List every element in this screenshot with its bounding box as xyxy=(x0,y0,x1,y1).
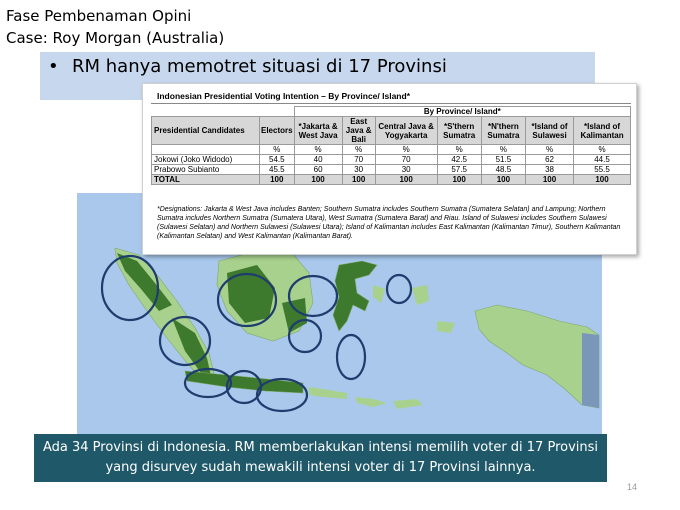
table-row: Prabowo Subianto 45.5 60 30 30 57.5 48.5… xyxy=(151,164,631,175)
table-footnote: *Designations: Jakarta & West Java inclu… xyxy=(157,206,621,240)
voting-intention-table: By Province/ Island* Presidential Candid… xyxy=(151,106,632,185)
highlight-circle xyxy=(158,315,212,367)
voting-intention-table-card: Indonesian Presidential Voting Intention… xyxy=(142,83,637,255)
table-cell: 60 xyxy=(293,164,343,175)
highlight-circle xyxy=(385,273,413,305)
table-cell: 45.5 xyxy=(259,164,295,175)
highlight-circle xyxy=(255,377,309,413)
table-cell: 100 xyxy=(341,174,376,185)
column-header: East Java & Bali xyxy=(341,116,376,145)
highlight-circle xyxy=(183,367,233,399)
table-cell: 57.5 xyxy=(436,164,482,175)
column-header-row: Presidential Candidates Electors *Jakart… xyxy=(151,116,631,145)
total-row: TOTAL 100 100 100 100 100 100 100 100 xyxy=(151,174,631,185)
bullet-icon: • xyxy=(48,56,59,77)
unit-cell: % xyxy=(573,144,631,155)
table-cell: 100 xyxy=(374,174,438,185)
table-cell: 30 xyxy=(374,164,438,175)
bullet-text: RM hanya memotret situasi di 17 Provinsi xyxy=(72,56,447,77)
column-header: *Island of Sulawesi xyxy=(525,116,575,145)
column-header: Presidential Candidates xyxy=(151,116,260,145)
highlight-circle xyxy=(335,333,367,381)
table-cell: 70 xyxy=(374,154,438,165)
column-header: *Jakarta & West Java xyxy=(293,116,343,145)
highlight-circle xyxy=(287,318,323,354)
highlight-circle xyxy=(216,272,278,328)
unit-cell: % xyxy=(480,144,527,155)
table-cell: 54.5 xyxy=(259,154,295,165)
table-cell: Jokowi (Joko Widodo) xyxy=(151,154,260,165)
table-cell: Prabowo Subianto xyxy=(151,164,260,175)
unit-cell: % xyxy=(259,144,295,155)
column-header: *N'thern Sumatra xyxy=(480,116,527,145)
column-header: Electors xyxy=(259,116,295,145)
table-cell: 55.5 xyxy=(573,164,631,175)
table-row: Jokowi (Joko Widodo) 54.5 40 70 70 42.5 … xyxy=(151,154,631,165)
table-cell: 48.5 xyxy=(480,164,527,175)
table-cell: 100 xyxy=(293,174,343,185)
page-number: 14 xyxy=(627,482,638,492)
highlight-circles xyxy=(100,254,413,413)
caption-box: Ada 34 Provinsi di Indonesia. RM memberl… xyxy=(34,434,607,482)
unit-cell: % xyxy=(525,144,575,155)
table-cell: 100 xyxy=(259,174,295,185)
unit-cell xyxy=(151,144,260,155)
slide-subtitle: Case: Roy Morgan (Australia) xyxy=(6,29,225,47)
table-cell: 42.5 xyxy=(436,154,482,165)
slide-title: Fase Pembenaman Opini xyxy=(6,7,192,25)
unit-cell: % xyxy=(436,144,482,155)
table-cell: 51.5 xyxy=(480,154,527,165)
highlight-circle xyxy=(100,254,160,322)
table-title: Indonesian Presidential Voting Intention… xyxy=(157,91,410,101)
table-cell: 100 xyxy=(525,174,575,185)
table-cell: 62 xyxy=(525,154,575,165)
table-cell: 40 xyxy=(293,154,343,165)
table-cell: 38 xyxy=(525,164,575,175)
unit-cell: % xyxy=(374,144,438,155)
table-cell: 70 xyxy=(341,154,376,165)
table-cell: 30 xyxy=(341,164,376,175)
unit-row: % % % % % % % % xyxy=(151,144,631,155)
unit-cell: % xyxy=(293,144,343,155)
column-header: *Island of Kalimantan xyxy=(573,116,631,145)
table-cell: 100 xyxy=(436,174,482,185)
table-cell: 100 xyxy=(573,174,631,185)
table-title-rule xyxy=(151,103,631,104)
group-header: By Province/ Island* xyxy=(293,106,632,117)
unit-cell: % xyxy=(341,144,376,155)
table-cell: 44.5 xyxy=(573,154,631,165)
column-header: *S'thern Sumatra xyxy=(436,116,482,145)
table-cell: 100 xyxy=(480,174,527,185)
highlight-circle xyxy=(287,274,339,318)
column-header: Central Java & Yogyakarta xyxy=(374,116,438,145)
table-cell: TOTAL xyxy=(151,174,260,185)
